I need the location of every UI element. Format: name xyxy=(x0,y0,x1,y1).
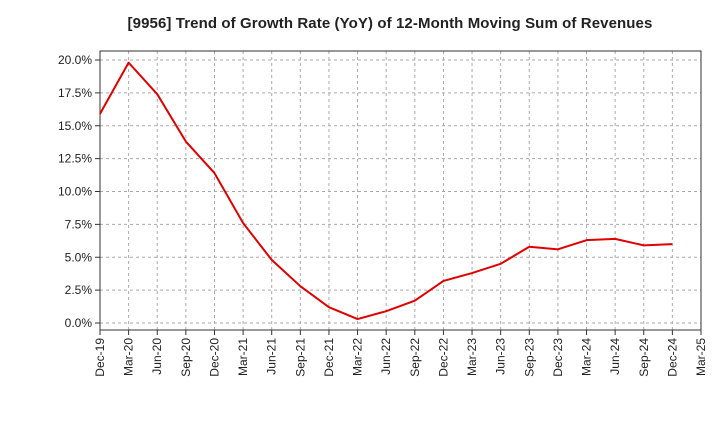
x-tick-label: Sep-24 xyxy=(637,338,651,377)
y-tick-label: 2.5% xyxy=(65,283,93,297)
y-tick-label: 5.0% xyxy=(65,250,93,264)
x-tick-label: Dec-19 xyxy=(93,338,107,377)
x-tick-label: Mar-23 xyxy=(465,338,479,376)
x-tick-label: Dec-21 xyxy=(322,338,336,377)
x-tick-label: Dec-23 xyxy=(551,338,565,377)
x-tick-label: Dec-24 xyxy=(665,338,679,377)
x-tick-label: Dec-22 xyxy=(436,338,450,377)
x-tick-label: Mar-25 xyxy=(694,338,708,376)
y-tick-label: 17.5% xyxy=(58,86,92,100)
x-tick-label: Jun-24 xyxy=(608,338,622,375)
x-tick-label: Mar-24 xyxy=(580,338,594,376)
x-tick-label: Sep-23 xyxy=(522,338,536,377)
x-tick-label: Sep-20 xyxy=(179,338,193,377)
x-tick-label: Jun-23 xyxy=(494,338,508,375)
x-tick-label: Mar-20 xyxy=(122,338,136,376)
y-tick-label: 0.0% xyxy=(65,316,93,330)
series-layer xyxy=(99,61,673,321)
y-tick-label: 12.5% xyxy=(58,152,92,166)
x-tick-label: Jun-21 xyxy=(265,338,279,375)
chart-title: [9956] Trend of Growth Rate (YoY) of 12-… xyxy=(127,15,653,32)
y-tick-label: 20.0% xyxy=(58,53,92,67)
gridlines xyxy=(100,51,701,330)
x-tick-label: Jun-22 xyxy=(379,338,393,375)
x-tick-label: Mar-22 xyxy=(351,338,365,376)
plot-frame xyxy=(99,50,702,331)
x-tick-label: Jun-20 xyxy=(150,338,164,375)
y-tick-label: 15.0% xyxy=(58,119,92,133)
y-tick-label: 10.0% xyxy=(58,185,92,199)
x-tick-label: Dec-20 xyxy=(207,338,221,377)
x-tick-label: Sep-22 xyxy=(408,338,422,377)
y-axis: 0.0% 2.5% 5.0% 7.5% 10.0% 12.5% 15.0% 17.5% 20.0… xyxy=(58,53,100,330)
x-axis: Dec-19 Mar-20 Jun-20 Sep-20 Dec-20 Mar-21 Jun-… xyxy=(93,330,708,377)
y-tick-label: 7.5% xyxy=(65,217,93,231)
x-tick-label: Sep-21 xyxy=(293,338,307,377)
x-tick-label: Mar-21 xyxy=(236,338,250,376)
